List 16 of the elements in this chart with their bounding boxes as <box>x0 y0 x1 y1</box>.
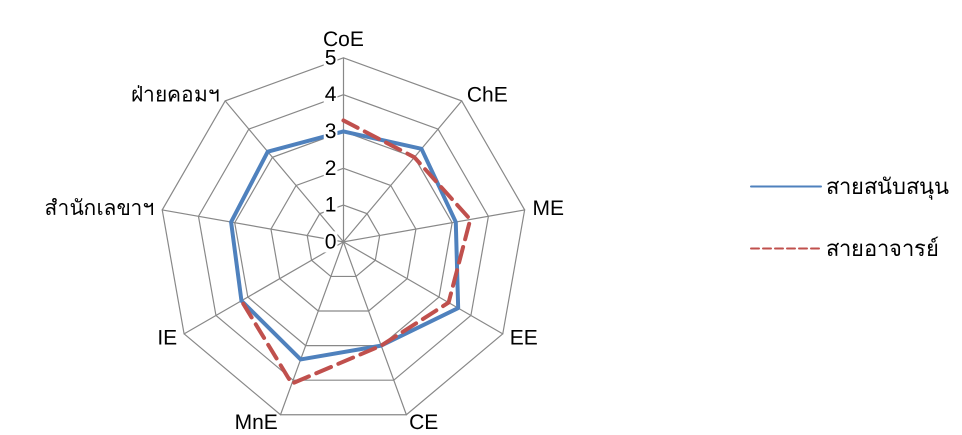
spoke-label: IE <box>157 326 178 350</box>
legend-label: สายสนับสนุน <box>826 174 949 200</box>
legend-label: สายอาจารย์ <box>826 236 939 261</box>
spoke-label: EE <box>510 326 538 350</box>
spoke-label: ฝ่ายคอมฯ <box>131 83 220 106</box>
spoke-label: ChE <box>466 83 508 106</box>
spoke-label: ME <box>532 197 564 220</box>
spoke-label: MnE <box>234 410 278 434</box>
y-tick-label: 1 <box>324 194 336 217</box>
y-tick-label: 2 <box>324 156 336 180</box>
y-tick-label: 0 <box>324 230 336 254</box>
y-tick-label: 5 <box>324 46 336 70</box>
spoke-label: สำนักเลขาฯ <box>44 197 154 220</box>
spoke-label: CE <box>409 410 438 434</box>
y-tick-label: 4 <box>324 83 337 106</box>
y-tick-label: 3 <box>324 120 336 143</box>
